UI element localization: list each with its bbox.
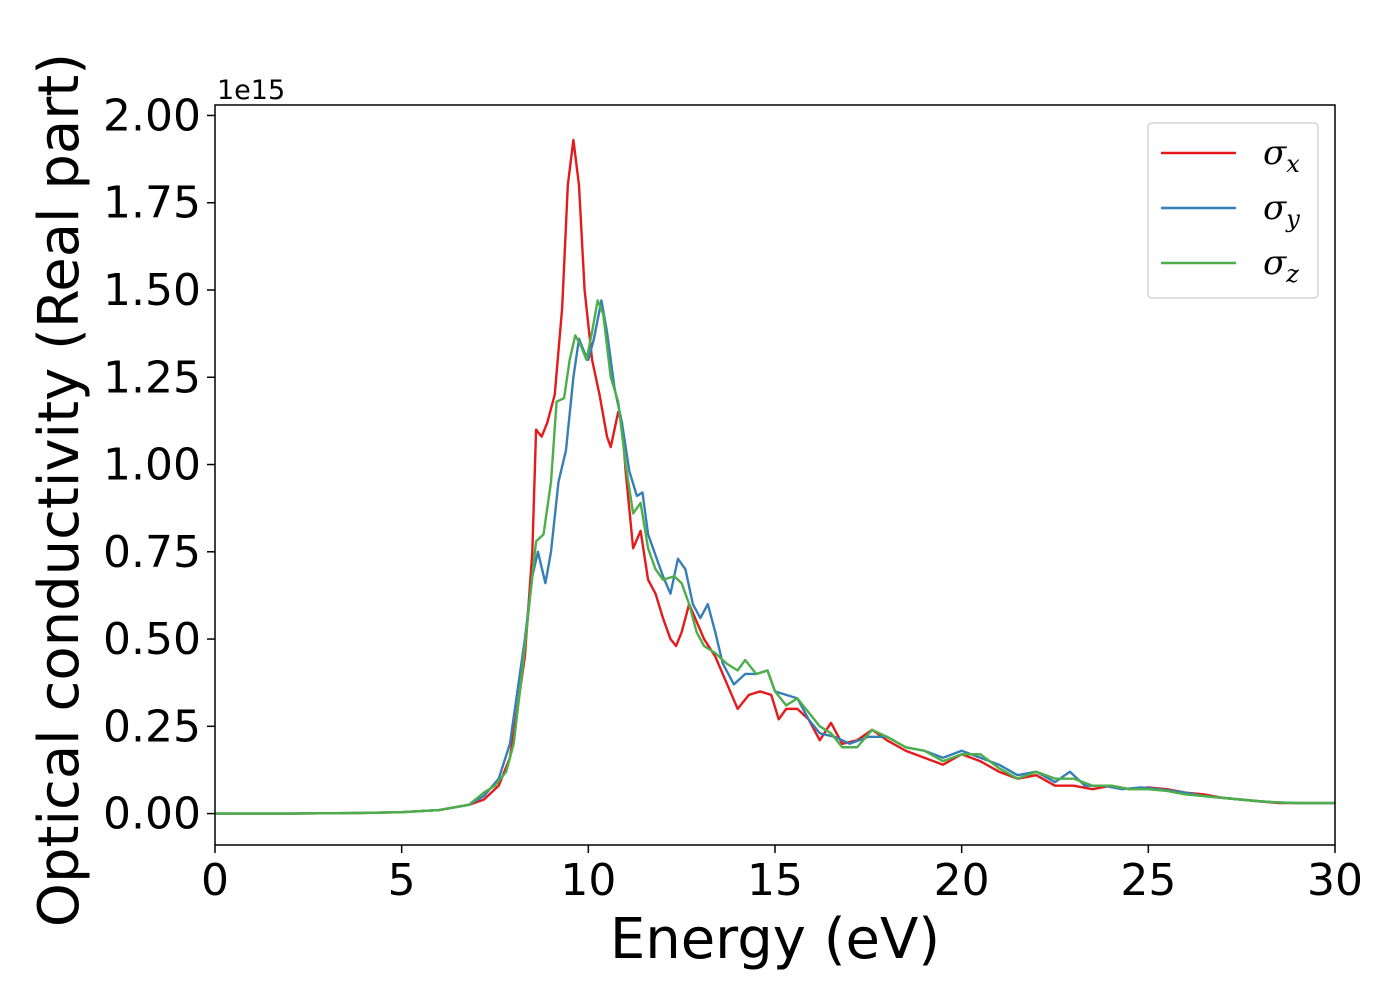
x-tick-label: 0 [201,855,229,906]
y-offset-label: 1e15 [217,75,285,106]
y-tick-label: 0.50 [103,614,201,665]
legend-symbol: σ [1263,133,1287,173]
x-tick-label: 15 [747,855,803,906]
legend-subscript: y [1285,205,1300,233]
legend-label-z: σz [1263,243,1299,288]
legend-subscript: z [1285,260,1299,288]
y-tick-label: 0.25 [103,701,201,752]
x-tick-label: 30 [1307,855,1363,906]
x-tick-label: 5 [388,855,416,906]
legend-box [1147,122,1319,299]
series-line-x [215,138,1335,815]
series-line-y [215,299,1335,815]
series-layer [215,138,1335,815]
y-axis-title: Optical conductivity (Real part) [27,53,92,927]
series-line-z [215,299,1335,815]
legend-symbol: σ [1263,188,1287,228]
legend-subscript: x [1286,150,1300,178]
y-tick-label: 0.00 [103,789,201,840]
x-axis-ticks: 0 5 10 15 20 25 30 [201,845,1363,906]
x-tick-label: 20 [934,855,990,906]
x-tick-label: 25 [1120,855,1176,906]
legend-label-y: σy [1263,188,1300,233]
y-tick-label: 1.00 [103,440,201,491]
y-tick-label: 1.25 [103,352,201,403]
legend-symbol: σ [1263,243,1287,283]
x-tick-label: 10 [560,855,616,906]
y-tick-label: 1.75 [103,178,201,229]
y-tick-label: 2.00 [103,90,201,141]
legend-label-x: σx [1263,133,1300,178]
y-axis-ticks: 0.00 0.25 0.50 0.75 1.00 1.25 1.50 1.75 2.00 [103,90,215,840]
y-tick-label: 1.50 [103,265,201,316]
x-axis-title: Energy (eV) [610,907,940,972]
y-tick-label: 0.75 [103,527,201,578]
